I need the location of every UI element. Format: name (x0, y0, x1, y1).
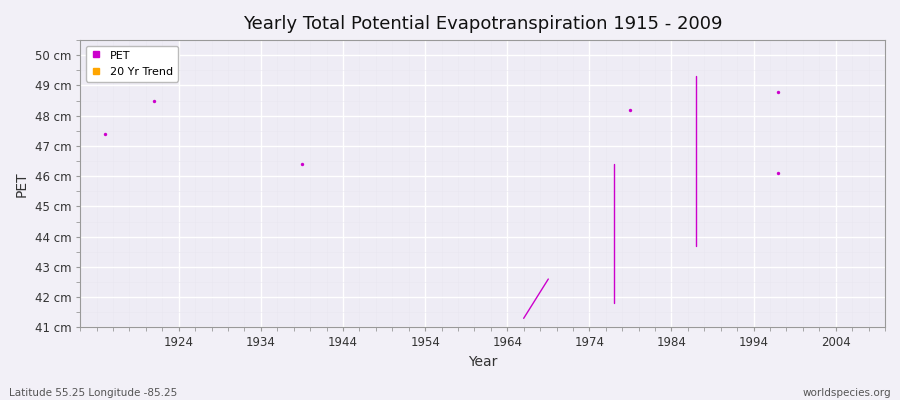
Text: worldspecies.org: worldspecies.org (803, 388, 891, 398)
Y-axis label: PET: PET (15, 171, 29, 196)
X-axis label: Year: Year (468, 355, 498, 369)
Point (294, 161, 309, 167)
Point (97, 131, 112, 137)
Point (623, 106, 637, 113)
Title: Yearly Total Potential Evapotranspiration 1915 - 2009: Yearly Total Potential Evapotranspiratio… (243, 15, 723, 33)
Point (771, 88, 786, 95)
Point (147, 97, 161, 104)
Point (771, 170, 786, 176)
Text: Latitude 55.25 Longitude -85.25: Latitude 55.25 Longitude -85.25 (9, 388, 177, 398)
Legend: PET, 20 Yr Trend: PET, 20 Yr Trend (86, 46, 178, 82)
